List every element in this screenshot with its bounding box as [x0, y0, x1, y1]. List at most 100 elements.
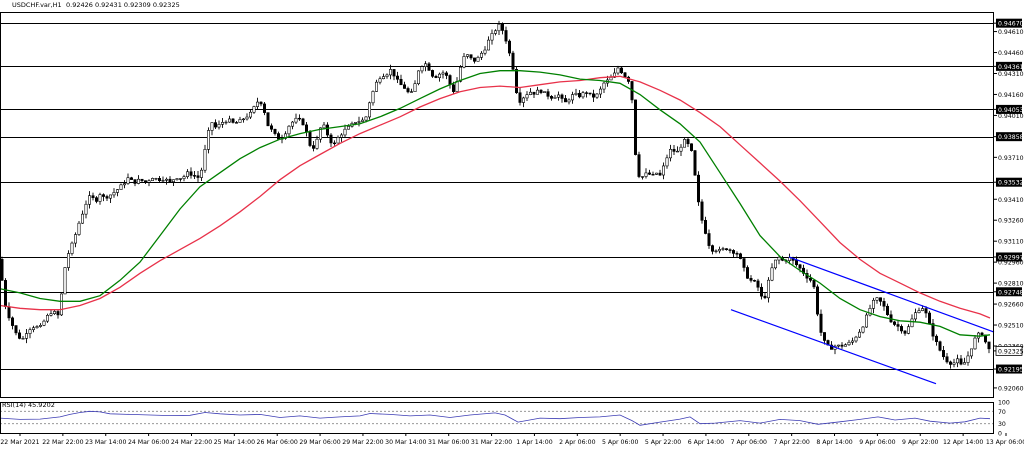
x-tick-label: 5 Apr 22:00 [645, 439, 681, 446]
candle-bear [500, 23, 504, 31]
candle-bull [570, 94, 574, 101]
candle-bull [441, 72, 445, 75]
candle-bull [381, 76, 385, 80]
candle-bull [490, 33, 494, 41]
y-tick-label: 0.94010 [998, 113, 1024, 120]
y-tick-label: 0.93532 [998, 180, 1024, 187]
candle-bear [623, 72, 627, 78]
level-label-box [996, 18, 1022, 28]
y-tick-label: 0.92195 [998, 367, 1024, 374]
x-tick-label: 23 Mar 14:00 [85, 439, 126, 446]
candle-bear [504, 30, 508, 42]
candle-bull [535, 89, 539, 95]
candle-bear [619, 67, 623, 74]
candle-bull [224, 121, 228, 124]
candle-bull [59, 293, 63, 316]
candle-bull [854, 336, 858, 342]
candle-bull [556, 94, 560, 98]
candle-bull [476, 57, 480, 62]
candle-bull [955, 358, 959, 364]
level-label-box [996, 364, 1022, 374]
candle-bear [133, 179, 137, 184]
candle-bear [469, 54, 473, 59]
candle-bear [689, 143, 693, 151]
candle-bear [168, 178, 172, 183]
x-tick-label: 22 Mar 22:00 [42, 439, 83, 446]
candle-bull [217, 124, 221, 128]
y-tick-label: 0.94361 [998, 64, 1024, 71]
candle-bull [574, 92, 578, 95]
candle-bear [686, 139, 690, 145]
candle-bear [829, 344, 833, 350]
candle-bear [179, 178, 183, 180]
y-tick-label: 0.94670 [998, 21, 1024, 28]
x-tick-label: 25 Mar 14:00 [214, 439, 255, 446]
candle-bull [88, 195, 92, 205]
candle-bear [262, 103, 266, 113]
candle-bull [437, 73, 441, 78]
candle-bear [987, 341, 991, 350]
candle-bull [661, 165, 665, 176]
candle-bull [165, 178, 169, 181]
candle-bull [521, 97, 525, 103]
candle-bull [360, 119, 364, 122]
y-tick-label: 0.92997 [998, 254, 1024, 261]
candle-bull [682, 139, 686, 148]
candle-bear [819, 313, 823, 333]
candle-bull [385, 74, 389, 77]
candle-bear [885, 305, 889, 316]
candle-bull [612, 72, 616, 78]
candle-bull [249, 111, 253, 118]
candle-bear [724, 248, 728, 251]
candle-bull [654, 172, 658, 175]
candle-bull [843, 344, 847, 347]
candle-bull [151, 178, 155, 181]
candle-bull [238, 119, 242, 123]
candle-bull [112, 192, 116, 196]
y-tick-label: 0.94160 [998, 92, 1024, 99]
candle-bear [577, 92, 581, 98]
candle-bull [374, 81, 378, 92]
y-tick-label: 0.92510 [998, 323, 1024, 330]
x-tick-label: 22 Mar 2021 [0, 439, 39, 446]
candle-bear [7, 306, 11, 319]
candle-bear [896, 324, 900, 327]
candle-bear [927, 312, 931, 324]
candle-bear [752, 280, 756, 282]
candle-bear [808, 277, 812, 281]
candle-bear [518, 92, 522, 103]
candle-bear [102, 194, 106, 197]
candle-bear [406, 88, 410, 93]
candle-bull [602, 82, 606, 90]
candle-bull [70, 242, 74, 254]
candle-bear [427, 63, 431, 71]
candle-bear [325, 124, 329, 136]
candle-bear [273, 128, 277, 134]
candle-bear [189, 171, 193, 176]
candle-bull [413, 83, 417, 92]
candle-bull [388, 69, 392, 76]
candle-bear [931, 323, 935, 337]
candle-bull [287, 125, 291, 135]
candle-bull [913, 312, 917, 320]
candle-bull [581, 92, 585, 98]
candle-bull [966, 355, 970, 363]
candle-bull [864, 314, 868, 328]
candle-bull [98, 194, 102, 202]
candle-bear [451, 84, 455, 92]
candle-bear [130, 177, 134, 180]
candle-bull [875, 297, 879, 301]
candle-bear [637, 154, 641, 177]
candle-bear [651, 173, 655, 176]
candle-bull [315, 138, 319, 149]
candle-bull [49, 313, 53, 316]
candle-bull [525, 94, 529, 99]
candle-bull [137, 178, 141, 184]
rsi-tick-label: 100 [998, 400, 1010, 407]
candle-bull [420, 66, 424, 72]
candle-bear [395, 75, 399, 80]
candle-bear [332, 142, 336, 145]
